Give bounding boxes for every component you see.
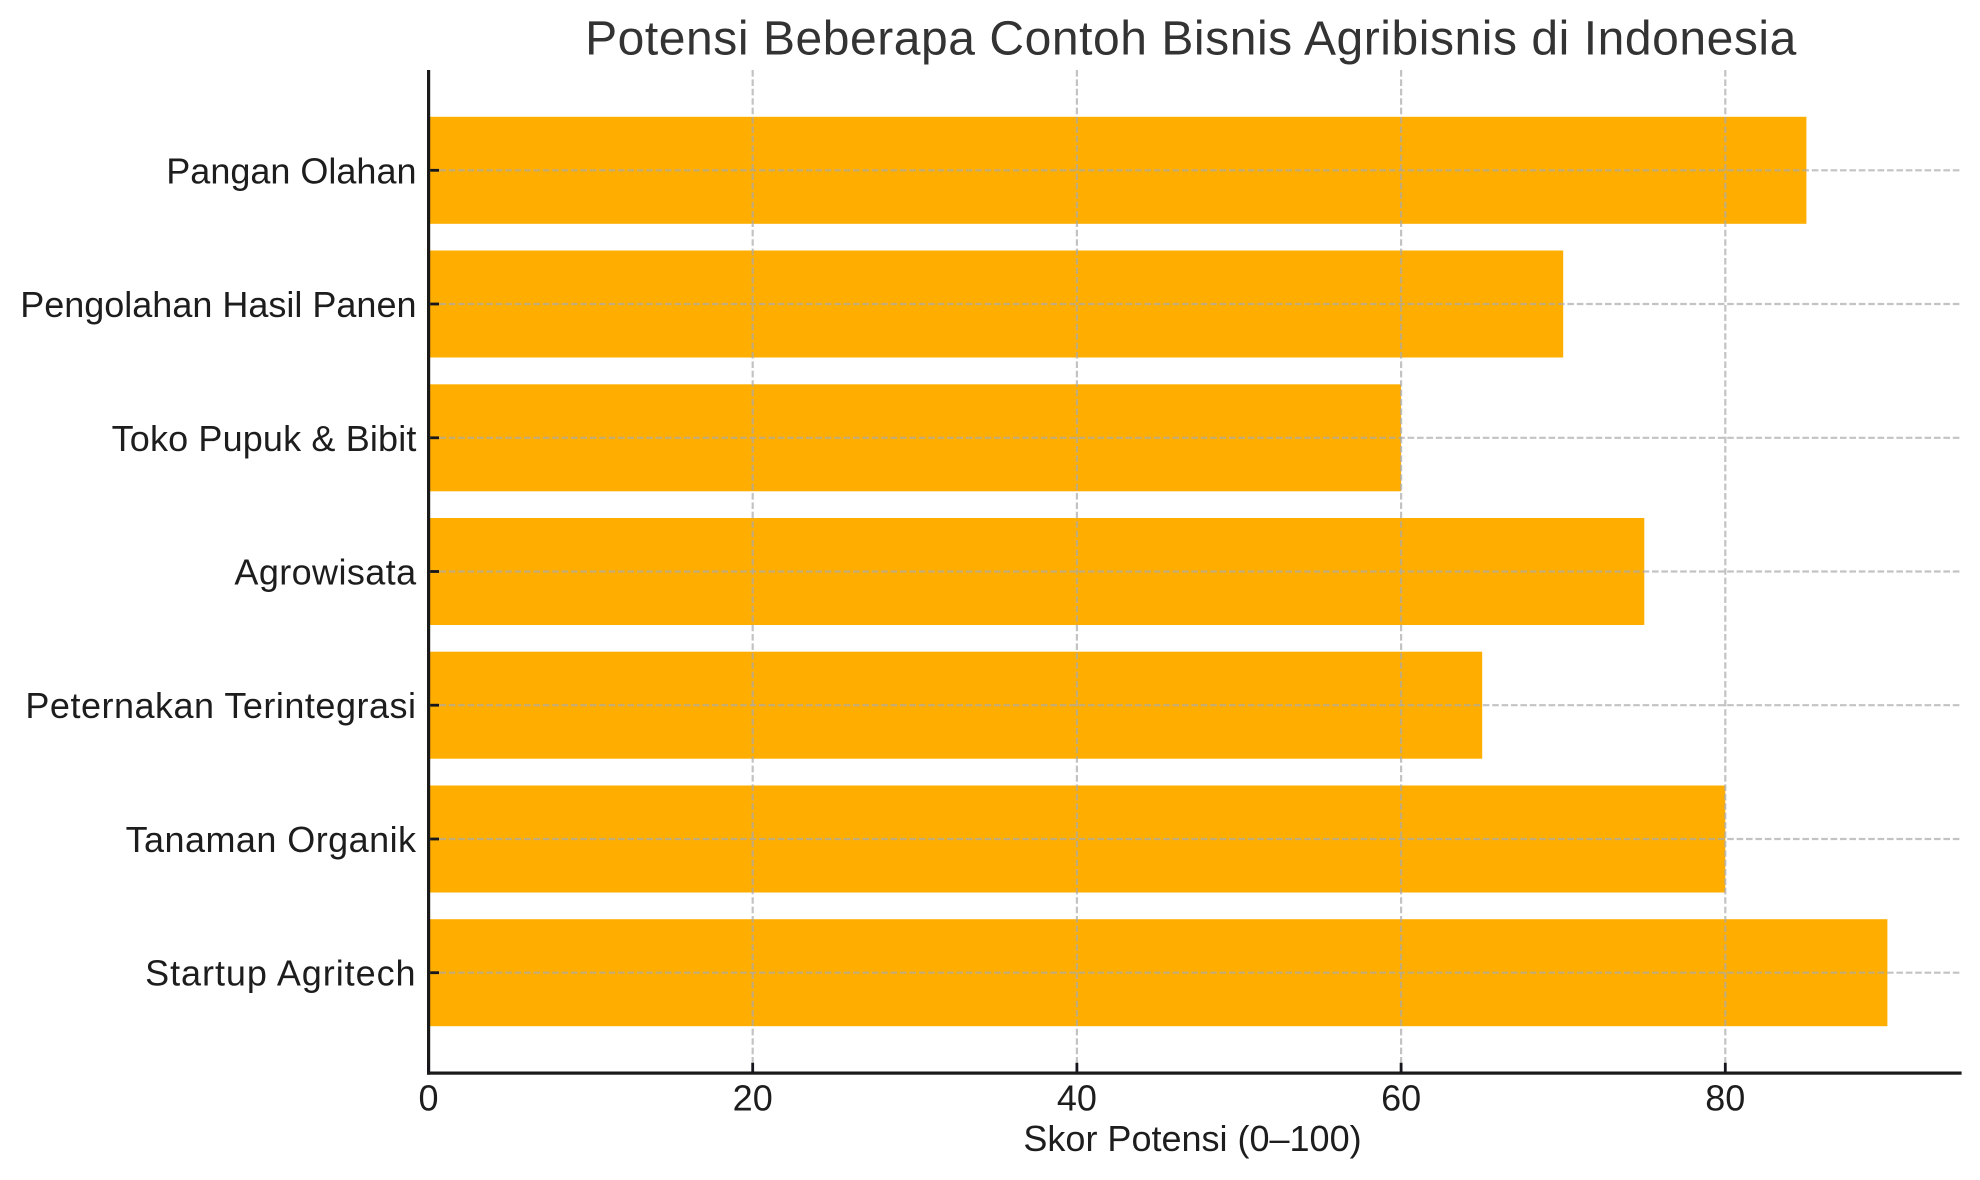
svg-text:Pengolahan Hasil Panen: Pengolahan Hasil Panen	[20, 284, 416, 325]
svg-text:Startup Agritech: Startup Agritech	[145, 953, 416, 994]
svg-text:Peternakan Terintegrasi: Peternakan Terintegrasi	[25, 685, 416, 726]
svg-text:Toko Pupuk & Bibit: Toko Pupuk & Bibit	[112, 418, 417, 459]
svg-text:60: 60	[1381, 1077, 1421, 1118]
svg-text:Agrowisata: Agrowisata	[234, 552, 417, 593]
svg-text:80: 80	[1705, 1077, 1745, 1118]
svg-text:20: 20	[733, 1077, 773, 1118]
svg-text:Potensi Beberapa Contoh Bisnis: Potensi Beberapa Contoh Bisnis Agribisni…	[585, 13, 1797, 66]
svg-text:40: 40	[1057, 1077, 1097, 1118]
svg-text:0: 0	[418, 1077, 438, 1118]
svg-text:Pangan Olahan: Pangan Olahan	[166, 150, 416, 191]
svg-text:Tanaman Organik: Tanaman Organik	[126, 819, 417, 860]
svg-text:Skor Potensi (0–100): Skor Potensi (0–100)	[1023, 1118, 1361, 1159]
